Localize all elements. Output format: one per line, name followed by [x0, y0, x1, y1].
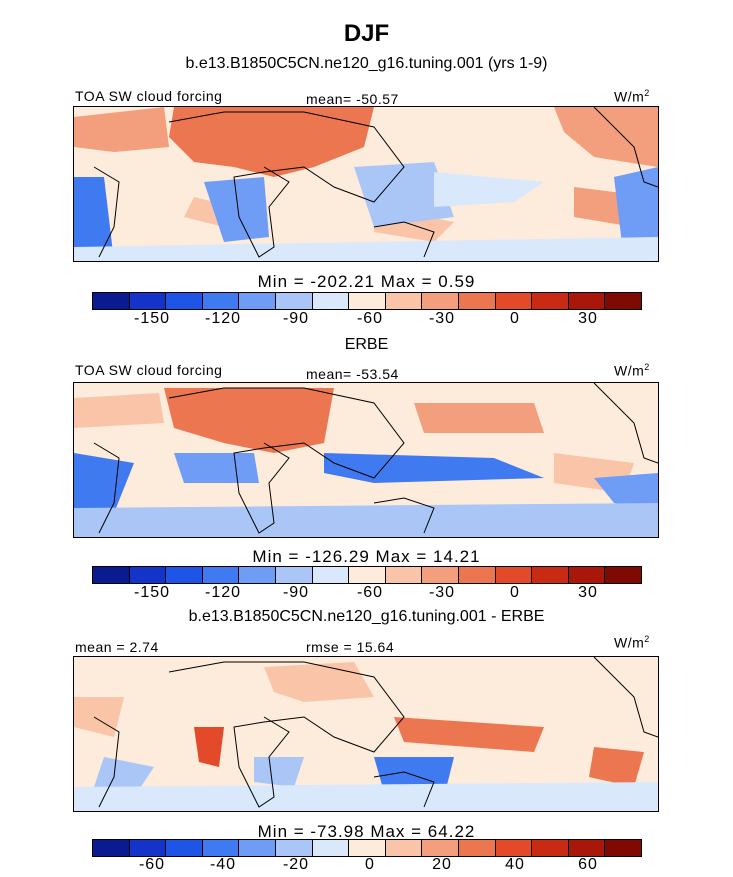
panel2-min-max: Min = -126.29 Max = 14.21	[252, 547, 481, 566]
colorbar-swatch	[567, 293, 605, 309]
colorbar-swatch	[384, 840, 422, 856]
panel2-mean-label: mean= -53.54	[306, 366, 399, 382]
panel1-tick-label: -90	[282, 310, 310, 327]
colorbar-swatch	[128, 567, 166, 583]
colorbar-swatch	[274, 840, 312, 856]
colorbar-swatch	[311, 840, 349, 856]
colorbar-swatch	[384, 567, 422, 583]
colorbar-swatch	[165, 567, 202, 583]
panel2-tick-label: -120	[204, 584, 242, 601]
panel3-map	[73, 656, 659, 812]
colorbar-swatch	[531, 840, 568, 856]
colorbar-swatch	[567, 567, 605, 583]
colorbar-swatch	[421, 567, 458, 583]
colorbar-swatch	[93, 567, 129, 583]
colorbar-swatch	[201, 567, 239, 583]
colorbar-swatch	[238, 840, 275, 856]
panel1-variable-label: TOA SW cloud forcing	[75, 88, 223, 104]
panel3-units: W/m2	[614, 634, 650, 651]
panel3-tick-label: -40	[209, 856, 237, 873]
panel1-colorbar-ticks: -150 -120 -90 -60 -30 0 30	[92, 310, 640, 330]
colorbar-swatch	[348, 293, 385, 309]
panel3-rmse-label: rmse = 15.64	[306, 639, 395, 655]
colorbar-swatch	[93, 293, 129, 309]
panel3-colorbar-ticks: -60 -40 -20 0 20 40 60	[92, 856, 640, 876]
panel3-tick-label: 40	[505, 856, 525, 873]
colorbar-swatch	[165, 840, 202, 856]
panel3-tick-label: 60	[578, 856, 598, 873]
panel2-tick-label: -60	[356, 584, 384, 601]
colorbar-swatch	[311, 567, 349, 583]
panel2-tick-label: -90	[282, 584, 310, 601]
panel2-title: ERBE	[344, 336, 389, 353]
figure-title: DJF	[343, 20, 390, 47]
panel3-min-max: Min = -73.98 Max = 64.22	[257, 822, 476, 841]
panel2-units: W/m2	[614, 362, 650, 379]
panel3-title: b.e13.B1850C5CN.ne120_g16.tuning.001 - E…	[188, 608, 545, 625]
colorbar-swatch	[457, 293, 495, 309]
panel1-title: b.e13.B1850C5CN.ne120_g16.tuning.001 (yr…	[185, 55, 548, 72]
panel1-tick-label: -120	[204, 310, 242, 327]
panel2-colorbar-ticks: -150 -120 -90 -60 -30 0 30	[92, 584, 640, 604]
colorbar-swatch	[128, 293, 166, 309]
colorbar-swatch	[421, 293, 458, 309]
colorbar-swatch	[494, 293, 532, 309]
colorbar-swatch	[128, 840, 166, 856]
colorbar-swatch	[201, 293, 239, 309]
colorbar-swatch	[531, 293, 568, 309]
colorbar-swatch	[531, 567, 568, 583]
panel1-units: W/m2	[614, 88, 650, 105]
colorbar-swatch	[311, 293, 349, 309]
colorbar-swatch	[457, 567, 495, 583]
colorbar-swatch	[494, 567, 532, 583]
panel3-tick-label: -20	[282, 856, 310, 873]
colorbar-swatch	[494, 840, 532, 856]
panel3-mean-label: mean = 2.74	[75, 639, 159, 655]
panel2-map	[73, 382, 659, 538]
panel3-tick-label: 0	[365, 856, 375, 873]
panel1-min-max: Min = -202.21 Max = 0.59	[257, 272, 476, 291]
colorbar-swatch	[93, 840, 129, 856]
colorbar-swatch	[384, 293, 422, 309]
panel1-map	[73, 106, 659, 262]
colorbar-swatch	[348, 840, 385, 856]
colorbar-swatch	[604, 567, 641, 583]
colorbar-swatch	[274, 567, 312, 583]
panel2-variable-label: TOA SW cloud forcing	[75, 362, 223, 378]
colorbar-swatch	[348, 567, 385, 583]
colorbar-swatch	[421, 840, 458, 856]
panel2-colorbar	[92, 566, 642, 584]
panel1-tick-label: -30	[428, 310, 456, 327]
panel1-colorbar	[92, 292, 642, 310]
colorbar-swatch	[567, 840, 605, 856]
panel2-tick-label: -150	[133, 584, 171, 601]
colorbar-swatch	[457, 840, 495, 856]
panel1-tick-label: -60	[356, 310, 384, 327]
colorbar-swatch	[604, 293, 641, 309]
colorbar-swatch	[238, 567, 275, 583]
colorbar-swatch	[238, 293, 275, 309]
colorbar-swatch	[274, 293, 312, 309]
panel1-tick-label: 0	[510, 310, 520, 327]
colorbar-swatch	[604, 840, 641, 856]
panel2-tick-label: 30	[578, 584, 598, 601]
panel3-tick-label: -60	[138, 856, 166, 873]
panel1-mean-label: mean= -50.57	[306, 91, 399, 107]
panel1-tick-label: 30	[578, 310, 598, 327]
panel3-tick-label: 20	[432, 856, 452, 873]
panel2-tick-label: 0	[510, 584, 520, 601]
colorbar-swatch	[165, 293, 202, 309]
colorbar-swatch	[201, 840, 239, 856]
panel2-tick-label: -30	[428, 584, 456, 601]
panel1-tick-label: -150	[133, 310, 171, 327]
panel3-colorbar	[92, 839, 642, 857]
